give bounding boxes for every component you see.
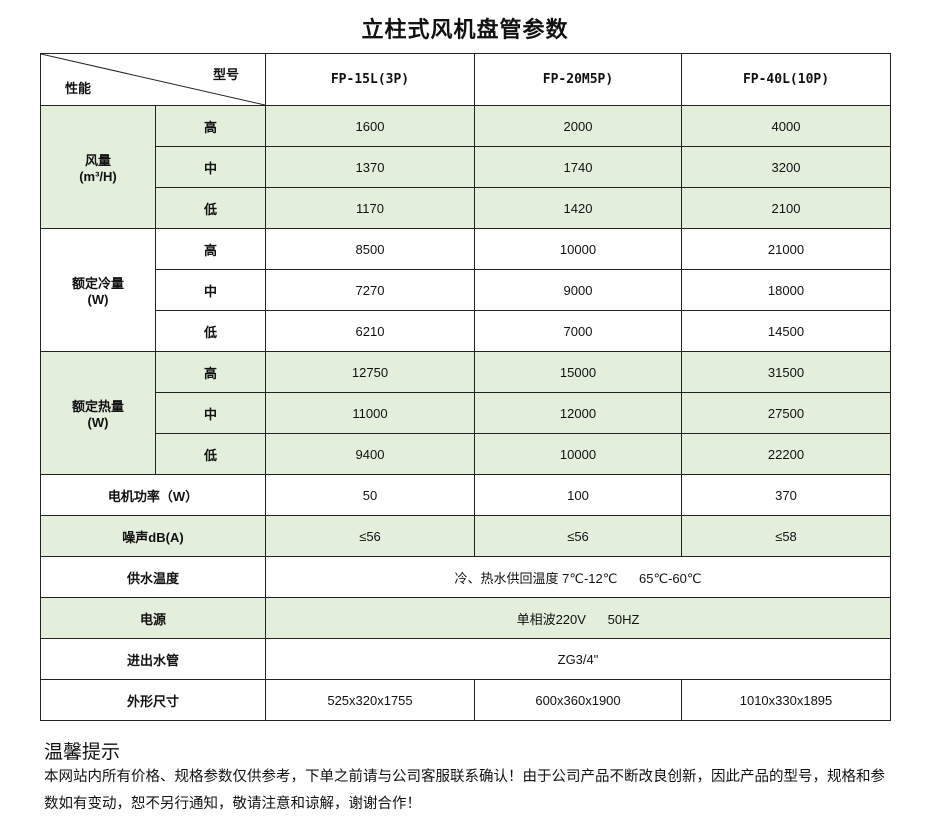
row-label-cell: 电源 bbox=[40, 597, 266, 639]
value-cell: 10000 bbox=[474, 228, 682, 270]
merged-value-cell: ZG3/4" bbox=[265, 638, 891, 680]
group-label-cell: 额定热量 (W) bbox=[40, 351, 156, 475]
model-label: 型号 bbox=[212, 68, 239, 83]
value-cell: 31500 bbox=[681, 351, 891, 393]
table-row: 低 6210 7000 14500 bbox=[41, 310, 891, 352]
value-cell: 6210 bbox=[265, 310, 475, 352]
merged-value-cell: 单相波220V 50HZ bbox=[265, 597, 891, 639]
row-label-cell: 供水温度 bbox=[40, 556, 266, 598]
table-row: 电源 单相波220V 50HZ bbox=[40, 597, 891, 639]
group-label: 额定热量 bbox=[71, 399, 124, 414]
value-cell: 370 bbox=[681, 474, 891, 516]
value-cell: 8500 bbox=[265, 228, 475, 270]
value-cell: 7270 bbox=[265, 269, 475, 311]
level-cell: 高 bbox=[155, 105, 266, 147]
level-cell: 高 bbox=[155, 351, 266, 393]
value-cell: 12750 bbox=[265, 351, 475, 393]
value-cell: 1170 bbox=[265, 187, 475, 229]
value-cell: ≤58 bbox=[681, 515, 891, 557]
group-unit: (m³/H) bbox=[79, 169, 117, 184]
value-cell: 50 bbox=[265, 474, 475, 516]
table-row: 进出水管 ZG3/4" bbox=[40, 638, 891, 680]
level-cell: 高 bbox=[155, 228, 266, 270]
row-label-cell: 噪声dB(A) bbox=[40, 515, 266, 557]
value-cell: 9400 bbox=[265, 433, 475, 475]
table-row: 电机功率（W） 50 100 370 bbox=[40, 474, 891, 516]
value-cell: 100 bbox=[474, 474, 682, 516]
tip-heading: 温馨提示 bbox=[44, 742, 121, 763]
spec-table: 型号 性能 FP-15L(3P) FP-20M5P) FP-40L(10P) 风… bbox=[40, 53, 891, 721]
value-cell: 7000 bbox=[474, 310, 682, 352]
level-cell: 中 bbox=[155, 392, 266, 434]
model-header: FP-15L(3P) bbox=[265, 53, 475, 106]
performance-label: 性能 bbox=[65, 82, 92, 97]
value-cell: 18000 bbox=[681, 269, 891, 311]
value-cell: 22200 bbox=[681, 433, 891, 475]
value-cell: 2000 bbox=[474, 105, 682, 147]
row-label-cell: 电机功率（W） bbox=[40, 474, 266, 516]
model-header: FP-20M5P) bbox=[474, 53, 682, 106]
table-row: 风量 (m³/H) 高 1600 2000 4000 bbox=[40, 105, 891, 229]
group-label: 额定冷量 bbox=[71, 276, 124, 291]
value-cell: 2100 bbox=[681, 187, 891, 229]
table-row: 中 11000 12000 27500 bbox=[41, 392, 891, 434]
group-unit: (W) bbox=[87, 415, 109, 430]
table-row: 低 9400 10000 22200 bbox=[41, 433, 891, 475]
header-row: 型号 性能 FP-15L(3P) FP-20M5P) FP-40L(10P) bbox=[40, 53, 891, 106]
table-row: 中 7270 9000 18000 bbox=[41, 269, 891, 311]
table-row: 低 1170 1420 2100 bbox=[41, 187, 891, 229]
level-cell: 中 bbox=[155, 146, 266, 188]
value-cell: 15000 bbox=[474, 351, 682, 393]
group-label: 风量 bbox=[84, 153, 111, 168]
value-cell: 600x360x1900 bbox=[474, 679, 682, 721]
value-cell: 1600 bbox=[265, 105, 475, 147]
merged-value-cell: 冷、热水供回温度 7℃-12℃ 65℃-60℃ bbox=[265, 556, 891, 598]
value-cell: 12000 bbox=[474, 392, 682, 434]
level-cell: 低 bbox=[155, 433, 266, 475]
group-label-cell: 额定冷量 (W) bbox=[40, 228, 156, 352]
table-row: 中 1370 1740 3200 bbox=[41, 146, 891, 188]
value-cell: 1420 bbox=[474, 187, 682, 229]
row-label-cell: 外形尺寸 bbox=[40, 679, 266, 721]
value-cell: 21000 bbox=[681, 228, 891, 270]
page-title: 立柱式风机盘管参数 bbox=[361, 17, 569, 42]
value-cell: 1740 bbox=[474, 146, 682, 188]
diagonal-header-cell: 型号 性能 bbox=[40, 53, 266, 106]
level-cell: 中 bbox=[155, 269, 266, 311]
value-cell: 14500 bbox=[681, 310, 891, 352]
table-row: 噪声dB(A) ≤56 ≤56 ≤58 bbox=[40, 515, 891, 557]
value-cell: 1010x330x1895 bbox=[681, 679, 891, 721]
group-label-cell: 风量 (m³/H) bbox=[40, 105, 156, 229]
level-cell: 低 bbox=[155, 310, 266, 352]
value-cell: ≤56 bbox=[474, 515, 682, 557]
value-cell: 11000 bbox=[265, 392, 475, 434]
value-cell: 3200 bbox=[681, 146, 891, 188]
value-cell: 4000 bbox=[681, 105, 891, 147]
value-cell: ≤56 bbox=[265, 515, 475, 557]
model-header: FP-40L(10P) bbox=[681, 53, 891, 106]
table-row: 外形尺寸 525x320x1755 600x360x1900 1010x330x189… bbox=[40, 679, 891, 721]
table-row: 供水温度 冷、热水供回温度 7℃-12℃ 65℃-60℃ bbox=[40, 556, 891, 598]
group-unit: (W) bbox=[87, 292, 109, 307]
value-cell: 10000 bbox=[474, 433, 682, 475]
value-cell: 9000 bbox=[474, 269, 682, 311]
tip-text: 本网站内所有价格、规格参数仅供参考，下单之前请与公司客服联系确认！由于公司产品不… bbox=[44, 769, 885, 812]
table-row: 额定冷量 (W) 高 8500 10000 21000 bbox=[40, 228, 891, 352]
table-row: 额定热量 (W) 高 12750 15000 31500 bbox=[40, 351, 891, 475]
value-cell: 525x320x1755 bbox=[265, 679, 475, 721]
value-cell: 27500 bbox=[681, 392, 891, 434]
row-label-cell: 进出水管 bbox=[40, 638, 266, 680]
value-cell: 1370 bbox=[265, 146, 475, 188]
level-cell: 低 bbox=[155, 187, 266, 229]
